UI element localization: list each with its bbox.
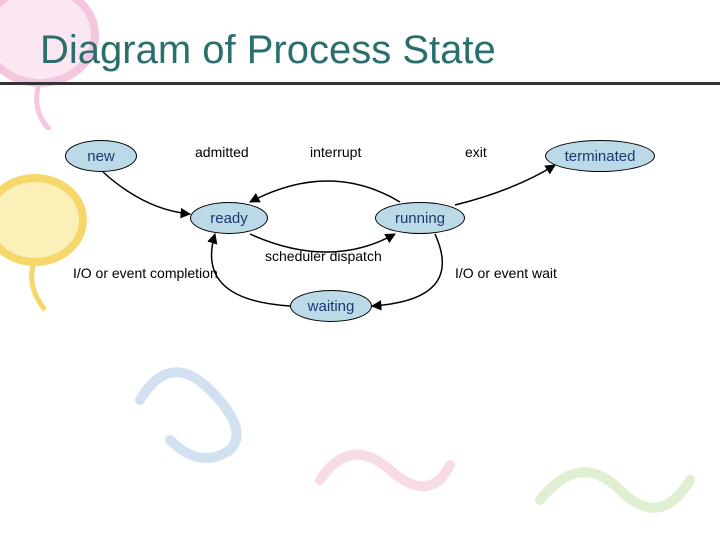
squiggle-pink-decor [310, 430, 470, 540]
edge-new-ready [103, 172, 190, 214]
edges-layer [55, 120, 665, 360]
edge-ready-running [250, 234, 395, 252]
edge-running-waiting [372, 234, 442, 306]
process-state-diagram: new ready running waiting terminated adm… [55, 120, 665, 360]
squiggle-green-decor [530, 440, 710, 550]
squiggle-blue-decor [120, 340, 280, 480]
page-title: Diagram of Process State [40, 28, 496, 73]
title-underline [0, 82, 720, 85]
edge-running-ready [250, 181, 400, 202]
edge-running-terminated [455, 165, 555, 205]
